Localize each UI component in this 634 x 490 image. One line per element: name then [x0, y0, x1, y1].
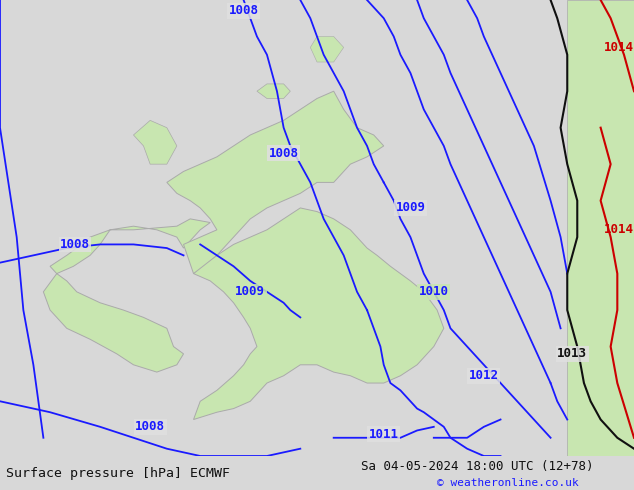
Polygon shape [167, 91, 384, 273]
Text: 1010: 1010 [419, 285, 449, 298]
Text: 1011: 1011 [369, 428, 399, 441]
Text: Surface pressure [hPa] ECMWF: Surface pressure [hPa] ECMWF [6, 466, 230, 480]
Text: © weatheronline.co.uk: © weatheronline.co.uk [437, 478, 579, 488]
Text: 1008: 1008 [60, 238, 90, 251]
Text: 1009: 1009 [235, 285, 265, 298]
Polygon shape [43, 219, 210, 372]
Text: 1014: 1014 [604, 223, 634, 236]
Text: 1008: 1008 [229, 4, 259, 18]
Text: 1008: 1008 [135, 420, 165, 433]
Text: 1009: 1009 [396, 201, 425, 215]
Polygon shape [134, 121, 177, 164]
Text: 1008: 1008 [269, 147, 299, 160]
Polygon shape [257, 84, 290, 98]
Text: Sa 04-05-2024 18:00 UTC (12+78): Sa 04-05-2024 18:00 UTC (12+78) [361, 461, 594, 473]
Polygon shape [310, 36, 344, 62]
Text: 1014: 1014 [604, 41, 634, 54]
Polygon shape [193, 208, 444, 419]
Text: 1013: 1013 [557, 347, 587, 360]
Text: 1012: 1012 [469, 369, 499, 382]
Polygon shape [567, 0, 634, 456]
